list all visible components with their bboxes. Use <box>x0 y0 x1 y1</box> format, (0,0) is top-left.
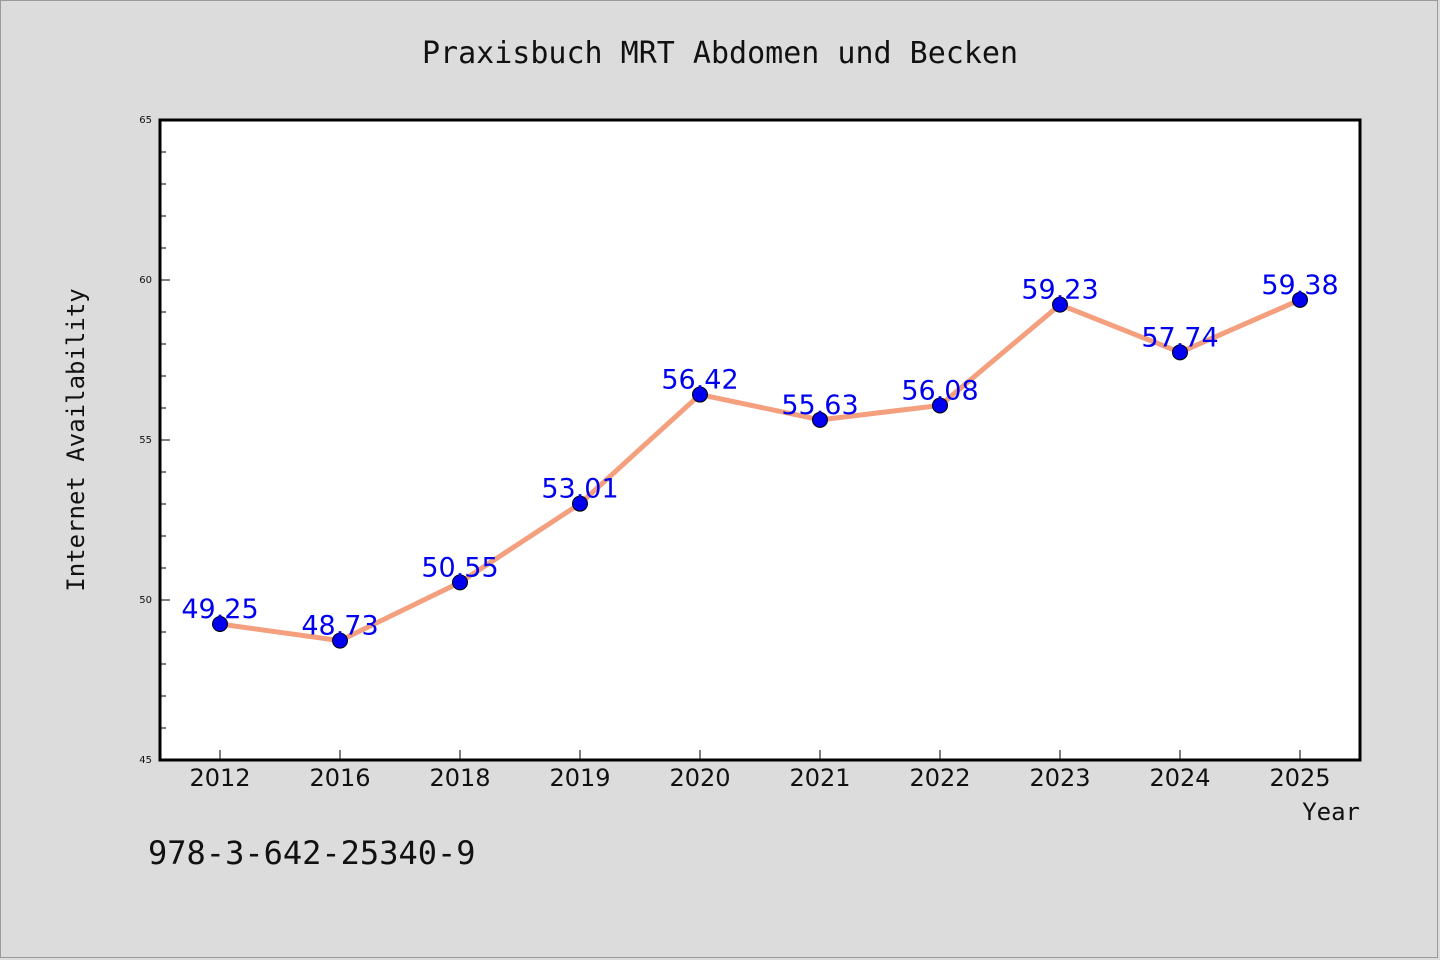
data-label: 59.23 <box>1021 275 1098 306</box>
x-tick-label: 2022 <box>909 764 970 792</box>
y-tick-label: 45 <box>139 755 152 766</box>
isbn-footer: 978-3-642-25340-9 <box>148 834 476 872</box>
data-series: 49.25 48.73 50.55 53.01 56.42 55.63 56.08 59.23… <box>181 270 1339 649</box>
y-axis-label: Internet Availability <box>62 288 90 591</box>
data-point <box>1052 296 1068 313</box>
y-tick-label: 50 <box>139 595 152 606</box>
x-tick-label: 2012 <box>189 764 250 792</box>
data-point <box>932 397 948 414</box>
data-label: 49.25 <box>181 594 258 625</box>
data-point <box>332 632 348 649</box>
data-label: 59.38 <box>1261 270 1338 301</box>
x-tick-label: 2020 <box>669 764 730 792</box>
chart-title: Praxisbuch MRT Abdomen und Becken <box>422 36 1018 71</box>
data-label: 48.73 <box>301 611 378 642</box>
data-point <box>1172 344 1188 361</box>
data-label: 53.01 <box>541 474 618 505</box>
data-label: 56.42 <box>661 365 738 396</box>
y-tick-label: 55 <box>139 435 152 446</box>
data-label: 57.74 <box>1141 322 1218 353</box>
x-tick-label: 2016 <box>309 764 370 792</box>
x-tick-label: 2025 <box>1269 764 1330 792</box>
x-axis-label: Year <box>1302 798 1360 826</box>
x-tick-label: 2024 <box>1149 764 1210 792</box>
plot-area <box>160 120 1360 760</box>
data-point <box>452 574 468 591</box>
y-tick-label: 65 <box>139 115 152 126</box>
data-point <box>692 386 708 403</box>
x-tick-label: 2021 <box>789 764 850 792</box>
x-tick-label: 2023 <box>1029 764 1090 792</box>
y-tick-label: 60 <box>139 275 152 286</box>
x-tick-label: 2019 <box>549 764 610 792</box>
data-label: 50.55 <box>421 552 498 583</box>
data-point <box>212 616 228 632</box>
data-point <box>812 411 828 428</box>
x-tick-label: 2018 <box>429 764 490 792</box>
data-label: 55.63 <box>781 390 858 421</box>
data-point <box>1292 291 1308 308</box>
series-line <box>217 297 1303 644</box>
x-axis: 2012 2016 2018 2019 2020 2021 2022 2023 2024 2025 <box>189 750 1331 792</box>
plot-border <box>158 118 1362 762</box>
data-label: 56.08 <box>901 375 978 406</box>
data-point <box>572 495 588 512</box>
